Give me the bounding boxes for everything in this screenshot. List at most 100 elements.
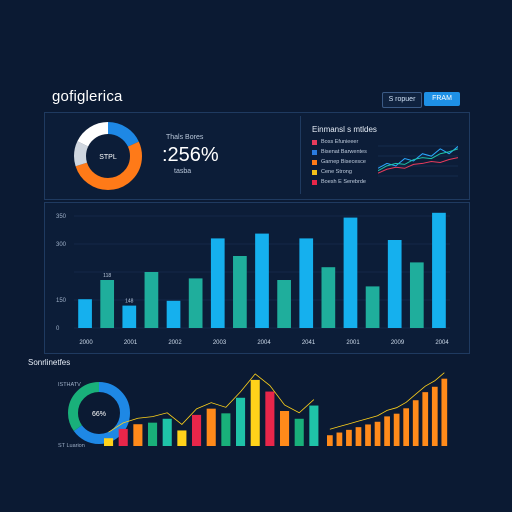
bottom-right-bar	[403, 408, 410, 446]
main-chart-x-tick: 2003	[213, 340, 227, 346]
bottom-right-bar	[412, 400, 419, 446]
bottom-right-bar	[346, 429, 352, 446]
legend-swatch	[312, 179, 317, 185]
main-chart-x-tick: 2004	[257, 340, 271, 346]
legend-swatch	[312, 149, 317, 155]
bottom-mid-bar	[236, 397, 246, 446]
main-chart-x-tick: 2002	[168, 340, 182, 346]
bottom-mid-bar	[206, 408, 216, 446]
bottom-mid-bar	[221, 413, 231, 446]
main-chart-bar	[343, 217, 358, 328]
legend-swatch	[312, 159, 317, 165]
bottom-mid-bar	[250, 379, 260, 446]
bottom-donut-segment-1	[68, 382, 130, 444]
legend-item: Boesh E Serebrde	[312, 179, 366, 185]
main-chart-bar	[409, 262, 424, 328]
kpi-donut: STPL	[74, 122, 142, 190]
bottom-right-bar	[384, 416, 390, 446]
main-chart-x-tick: 2000	[79, 340, 93, 346]
bottom-label-bottom: ST Luarion	[58, 443, 85, 449]
bottom-mid-bar	[104, 438, 114, 446]
bottom-mid-bar	[265, 391, 275, 446]
main-chart-bar	[255, 233, 269, 328]
bottom-right-bar	[327, 435, 333, 446]
main-chart-x-tick: 2041	[302, 340, 316, 346]
sparkline-2	[378, 157, 458, 174]
main-chart-bar	[166, 300, 181, 328]
panel-divider	[300, 116, 301, 194]
bottom-mid-bar	[309, 405, 319, 446]
main-chart-bar	[144, 272, 159, 328]
legend-label: Boss Efunieeer	[321, 139, 359, 145]
main-chart-bar	[365, 286, 380, 328]
bottom-right-bar	[393, 413, 400, 446]
main-chart-bar	[321, 267, 336, 328]
main-chart-y-tick: 350	[56, 214, 67, 220]
main-bar-chart: 350 300 150 0 118 148 2000 2001 2002 2003 2004 2041…	[56, 212, 450, 346]
bottom-right-bar-chart	[327, 372, 448, 446]
main-chart-bar	[277, 280, 291, 328]
main-chart-bar	[299, 238, 314, 328]
kpi-value: :256%	[162, 144, 219, 166]
legend-swatch	[312, 169, 317, 175]
kpi-donut-segment-2	[74, 122, 142, 190]
main-chart-bar	[122, 305, 137, 328]
main-chart-bar	[432, 212, 446, 328]
main-chart-x-tick: 2009	[391, 340, 405, 346]
bottom-mid-trend-line	[108, 373, 315, 433]
main-chart-y-tick: 300	[56, 242, 67, 248]
bottom-mid-bar	[148, 422, 158, 446]
legend-label: Bisenat Barwentes	[321, 149, 367, 155]
bottom-mid-bar	[177, 430, 187, 446]
kpi-caption-top: Thals Bores	[166, 134, 204, 141]
main-chart-y-tick: 0	[56, 326, 60, 332]
legend-item: Bisenat Barwentes	[312, 149, 367, 155]
bottom-donut: 66%	[68, 382, 130, 444]
kpi-donut-segment-3	[74, 122, 142, 190]
bottom-right-bar	[365, 424, 371, 446]
main-chart-bar	[233, 256, 247, 328]
main-chart-data-label: 118	[103, 273, 111, 279]
bottom-right-bar	[374, 421, 381, 446]
kpi-caption-bottom: tasba	[174, 168, 192, 175]
legend-label: Garnep Bisecesce	[321, 159, 366, 165]
main-chart-bar	[188, 278, 203, 328]
brand-logo: gofiglerica	[52, 88, 123, 105]
legend-item: Cene Strong	[312, 169, 352, 175]
legend-title: Einmansl s mtldes	[312, 125, 377, 134]
main-chart-x-tick: 2004	[435, 340, 449, 346]
main-chart-bar	[100, 280, 115, 328]
bottom-mid-bar	[162, 418, 172, 446]
legend-label: Cene Strong	[321, 169, 352, 175]
bottom-mid-bar	[192, 414, 202, 446]
main-chart-data-label: 148	[125, 299, 134, 305]
main-chart-bar	[78, 299, 92, 328]
bottom-donut-label: 66%	[92, 411, 106, 418]
kpi-donut-segment-1	[74, 122, 142, 190]
legend-swatch	[312, 139, 317, 145]
bottom-right-bar	[336, 432, 343, 446]
bottom-right-bar	[355, 427, 362, 446]
bottom-label-top: ISTHATV	[58, 382, 81, 388]
bottom-mid-bar	[280, 411, 290, 446]
main-chart-bar	[210, 238, 225, 328]
bottom-mid-bar	[133, 424, 143, 446]
primary-button[interactable]: FRAM	[424, 92, 460, 106]
bottom-right-bar	[441, 378, 448, 446]
main-chart-x-tick: 2001	[124, 340, 138, 346]
bottom-mid-bar	[118, 428, 128, 446]
main-chart-bar	[387, 240, 402, 328]
legend-label: Boesh E Serebrde	[321, 179, 366, 185]
main-chart-x-tick: 2001	[346, 340, 360, 346]
legend-item: Boss Efunieeer	[312, 139, 358, 145]
bottom-mid-bar-chart	[104, 373, 319, 446]
bottom-section-title: Sonrlinetfes	[28, 358, 71, 367]
legend-item: Garnep Bisecesce	[312, 159, 366, 165]
bottom-right-bar	[431, 386, 438, 446]
sparkline-1	[378, 148, 458, 172]
bottom-right-trend-line	[329, 372, 445, 430]
sparkline-chart	[378, 145, 458, 177]
bottom-right-bar	[422, 392, 429, 446]
main-chart-y-tick: 150	[56, 298, 67, 304]
secondary-button[interactable]: S ropuer	[382, 92, 422, 108]
